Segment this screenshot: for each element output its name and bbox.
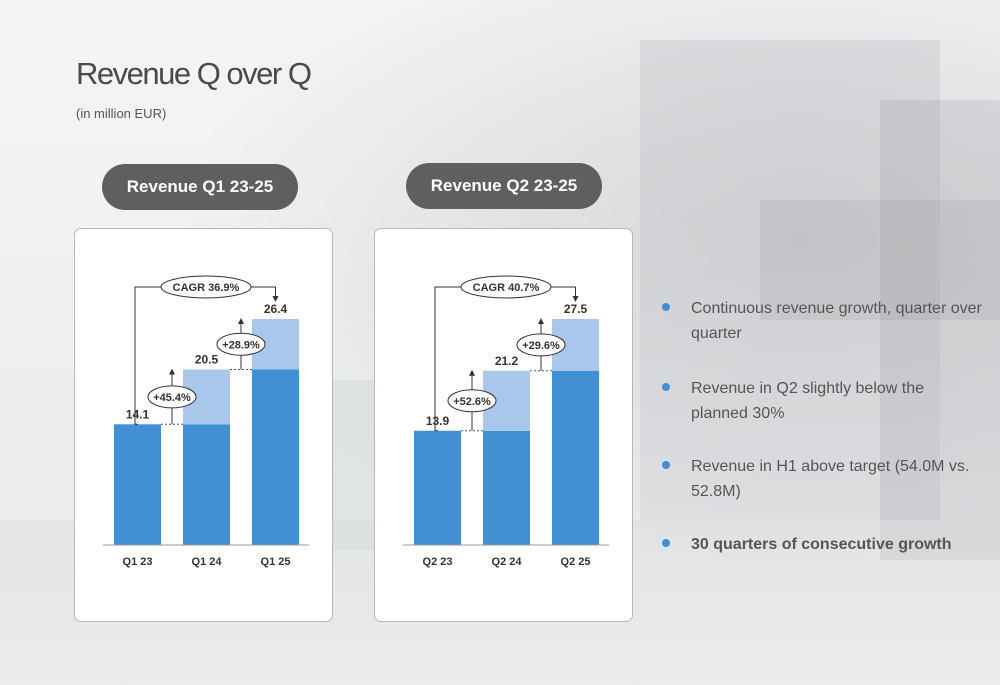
tick-label: Q1 24: [192, 556, 223, 568]
chart2-title-pill: Revenue Q2 23-25: [406, 163, 602, 209]
page-title: Revenue Q over Q: [76, 56, 312, 91]
bar-base: [183, 424, 230, 545]
chart2-svg: 13.9 Q2 23 21.2 Q2 24 27.5 Q2 25 +52.6% +29.6% C…: [403, 275, 609, 568]
tick-label: Q1 23: [123, 556, 153, 568]
value-label: 14.1: [126, 407, 150, 421]
bullet-dot-icon: [662, 383, 670, 391]
value-label: 26.4: [264, 302, 288, 316]
value-label: 21.2: [495, 354, 519, 368]
bullet-text: Continuous revenue growth, quarter over …: [691, 300, 982, 342]
bullet-item: Continuous revenue growth, quarter over …: [662, 296, 982, 346]
tick-label: Q2 24: [492, 556, 523, 568]
bullet-dot-icon: [662, 303, 670, 311]
growth-label: +45.4%: [153, 392, 191, 404]
bar-base: [552, 370, 599, 545]
tick-label: Q1 25: [261, 556, 291, 568]
page-subtitle: (in million EUR): [76, 106, 167, 121]
bullet-item: Revenue in Q2 slightly below the planned…: [662, 376, 982, 426]
bullet-text: 30 quarters of consecutive growth: [691, 536, 952, 553]
tick-label: Q2 25: [561, 556, 591, 568]
bullet-dot-icon: [662, 461, 670, 469]
value-label: 13.9: [426, 414, 450, 428]
chart1-svg: 14.1 Q1 23 20.5 Q1 24 26.4 Q1 25 +45.4% +28.9% C…: [103, 275, 309, 568]
growth-label: +29.6%: [522, 340, 560, 352]
growth-label: +28.9%: [222, 339, 260, 351]
cagr-label: CAGR 36.9%: [173, 282, 240, 294]
bullet-item: Revenue in H1 above target (54.0M vs. 52…: [662, 454, 982, 504]
bar-base: [114, 424, 161, 545]
chart1-title-pill: Revenue Q1 23-25: [102, 164, 298, 210]
cagr-bubble: [160, 275, 252, 299]
chart2-card: 13.9 Q2 23 21.2 Q2 24 27.5 Q2 25 +52.6% +29.6% C…: [374, 228, 633, 622]
growth-bubble: [216, 332, 266, 356]
bullet-text: Revenue in H1 above target (54.0M vs. 52…: [691, 458, 970, 500]
bar-base: [483, 430, 530, 545]
cagr-bracket: [134, 286, 279, 425]
bullet-item: 30 quarters of consecutive growth: [662, 532, 952, 557]
growth-bubble: [516, 333, 566, 357]
growth-bubble: [447, 389, 497, 413]
growth-bubble: [147, 385, 197, 409]
cagr-bracket: [434, 286, 579, 432]
value-label: 27.5: [564, 302, 588, 316]
bar-base: [252, 369, 299, 545]
cagr-bubble: [460, 275, 552, 299]
cagr-label: CAGR 40.7%: [473, 282, 540, 294]
tick-label: Q2 23: [423, 556, 453, 568]
bullet-dot-icon: [662, 539, 670, 547]
growth-label: +52.6%: [453, 396, 491, 408]
bullet-text: Revenue in Q2 slightly below the planned…: [691, 380, 925, 422]
value-label: 20.5: [195, 353, 219, 367]
bar-base: [414, 430, 461, 545]
chart1-card: 14.1 Q1 23 20.5 Q1 24 26.4 Q1 25 +45.4% +28.9% C…: [74, 228, 333, 622]
